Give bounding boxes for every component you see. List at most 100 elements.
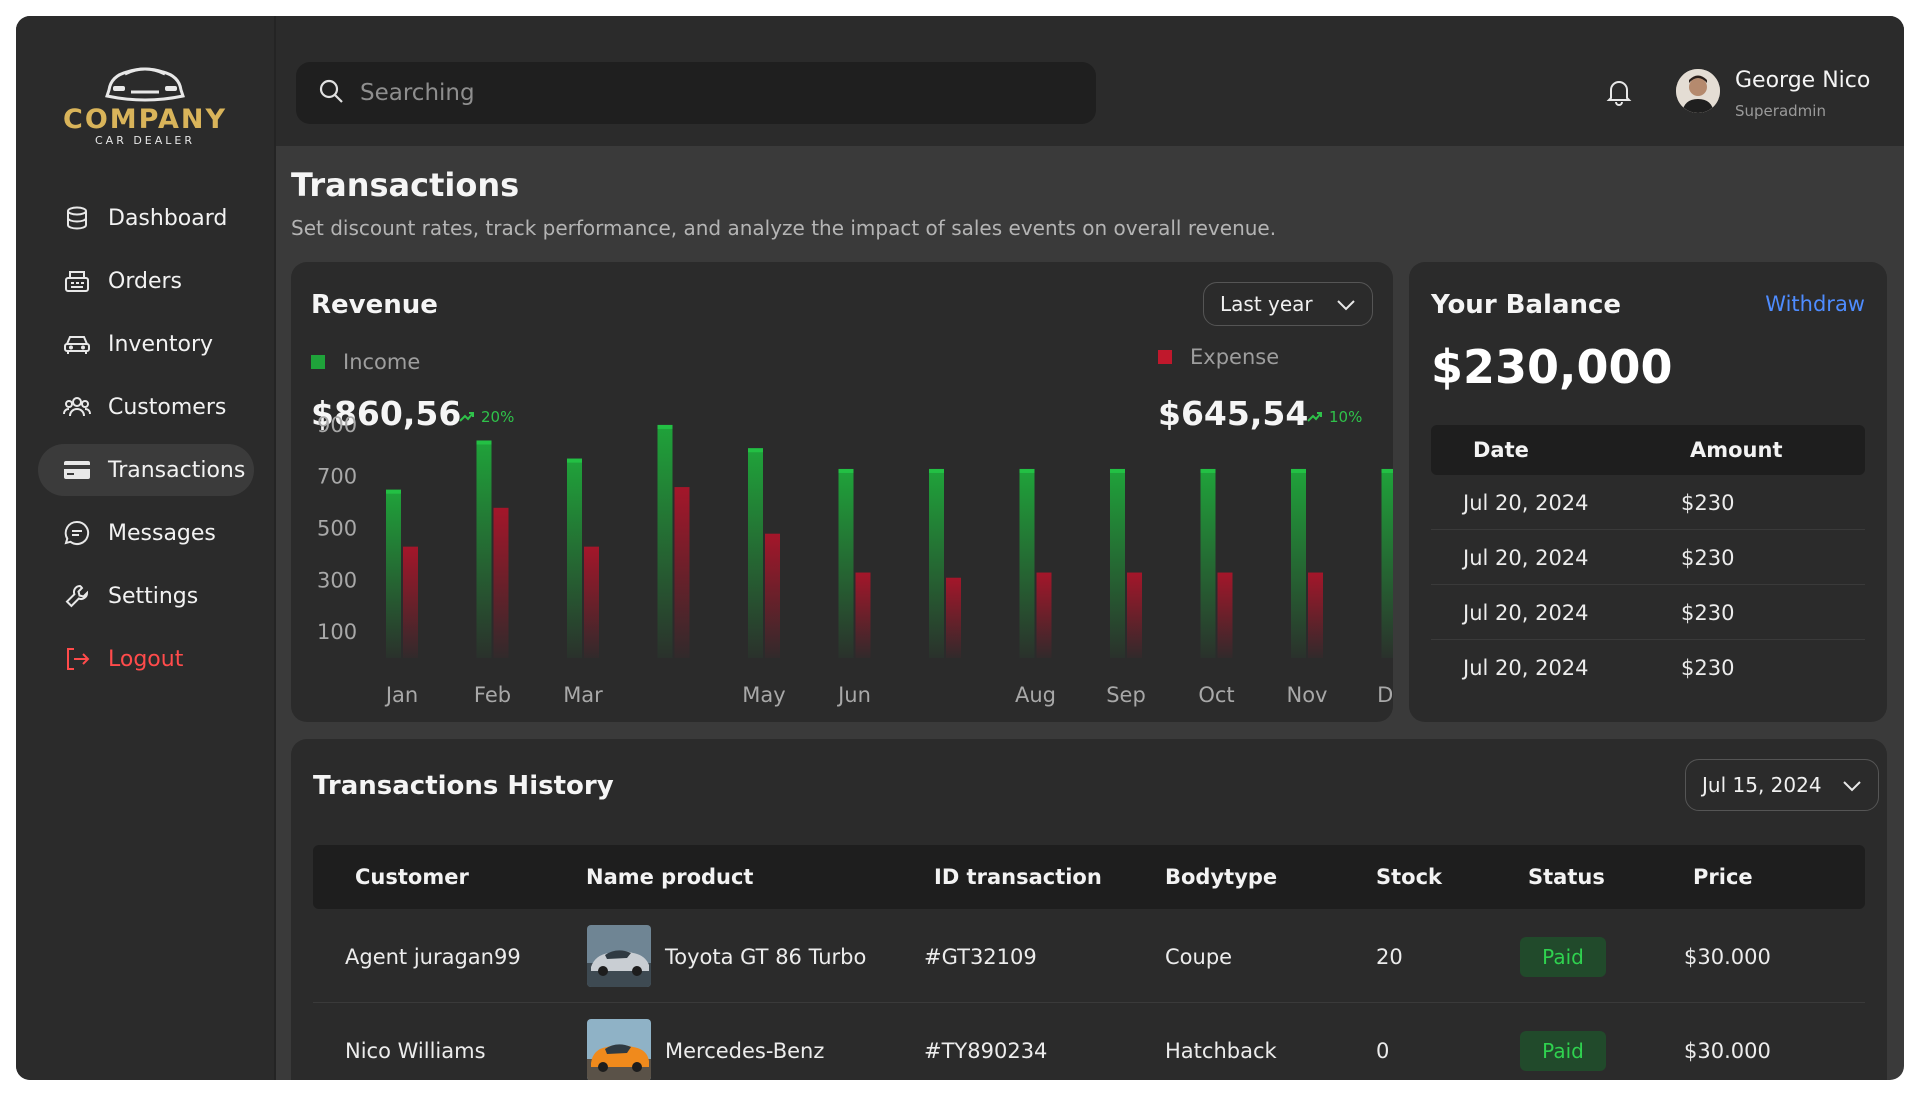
product-thumbnail [587,1019,651,1080]
product-thumbnail [587,925,651,987]
cell-bodytype: Coupe [1165,945,1233,969]
expense-bar[interactable] [584,546,599,658]
sidebar-item-messages[interactable]: Messages [38,507,254,559]
expense-bar[interactable] [1127,572,1142,658]
avatar[interactable] [1676,69,1720,113]
sidebar-item-transactions[interactable]: Transactions [38,444,254,496]
logout-icon [62,644,92,674]
balance-row-date: Jul 20, 2024 [1463,601,1589,625]
expense-bar[interactable] [1217,572,1233,658]
column-header-customer: Customer [355,865,469,889]
column-header-product: Name product [586,865,754,889]
income-change: 20% [459,408,514,426]
legend-expense: Expense [1158,345,1279,369]
sidebar-item-customers[interactable]: Customers [38,381,254,433]
sidebar-item-label: Settings [108,583,199,609]
x-tick-label: Jan [384,683,418,707]
balance-row-date: Jul 20, 2024 [1463,656,1589,680]
income-bar-cap [748,448,763,453]
expense-bar[interactable] [1308,572,1323,658]
balance-row[interactable]: Jul 20, 2024 $230 [1431,475,1865,530]
income-bar[interactable] [1291,468,1306,658]
page-subtitle: Set discount rates, track performance, a… [291,216,1277,240]
table-row[interactable]: Agent juragan99 Toyota GT 86 Turbo #GT32… [313,909,1865,1003]
logout-label: Logout [108,646,184,672]
sidebar-item-inventory[interactable]: Inventory [38,318,254,370]
trend-up-icon [1307,412,1322,422]
wrench-icon [62,581,92,611]
transactions-history-card: Transactions History Jul 15, 2024 Custom… [291,739,1887,1080]
table-row[interactable]: Nico Williams Mercedes-Benz #TY890234 Ha… [313,1003,1865,1080]
column-header-id: ID transaction [934,865,1102,889]
cell-stock: 20 [1376,945,1403,969]
expense-bar[interactable] [855,572,871,658]
revenue-card: Revenue Last year Income $860,56 20% Exp… [291,262,1393,722]
period-dropdown[interactable]: Last year [1203,282,1373,326]
income-bar-cap [1200,468,1216,473]
balance-row-amount: $230 [1681,491,1735,515]
income-bar-cap [929,468,944,473]
balance-row-date: Jul 20, 2024 [1463,491,1589,515]
trend-up-icon [459,412,474,422]
sidebar-item-label: Orders [108,268,182,294]
cell-stock: 0 [1376,1039,1390,1063]
withdraw-link[interactable]: Withdraw [1765,292,1865,316]
x-tick-label: Feb [474,683,511,707]
income-bar[interactable] [1110,468,1125,658]
search-bar[interactable] [296,62,1096,124]
x-tick-label: Dec [1377,683,1393,707]
expense-bar[interactable] [403,546,418,658]
expense-bar[interactable] [493,507,509,658]
sidebar-item-label: Dashboard [108,205,228,231]
y-tick-label: 700 [317,465,357,489]
income-bar[interactable] [567,458,582,658]
balance-row[interactable]: Jul 20, 2024 $230 [1431,585,1865,640]
search-input[interactable] [360,80,1060,106]
chevron-down-icon [1842,773,1862,797]
notification-bell-icon[interactable] [1606,78,1632,110]
y-tick-label: 900 [317,413,357,437]
company-logo[interactable]: COMPANY CAR DEALER [50,60,240,170]
balance-title: Your Balance [1431,290,1622,320]
page-title: Transactions [291,166,520,204]
income-bar[interactable] [657,424,673,658]
expense-bar[interactable] [1036,572,1052,658]
income-bar[interactable] [386,489,401,658]
income-bar[interactable] [929,468,944,658]
expense-bar[interactable] [946,577,961,658]
income-change-label: 20% [481,408,515,426]
y-tick-label: 500 [317,517,357,541]
logout-button[interactable]: Logout [38,633,254,685]
user-name[interactable]: George Nico [1735,68,1871,93]
cell-id: #GT32109 [924,945,1037,969]
income-bar[interactable] [1019,468,1035,658]
expense-bar[interactable] [765,533,780,658]
cell-price: $30.000 [1684,1039,1771,1063]
message-icon [62,518,92,548]
income-bar-cap [476,440,492,445]
income-bar[interactable] [838,468,854,658]
income-bar[interactable] [1200,468,1216,658]
income-bar[interactable] [1381,468,1394,658]
status-badge: Paid [1520,1031,1606,1071]
sidebar-item-dashboard[interactable]: Dashboard [38,192,254,244]
user-role: Superadmin [1735,102,1826,120]
date-filter-dropdown[interactable]: Jul 15, 2024 [1685,759,1879,811]
income-bar-cap [386,489,401,494]
sidebar-item-settings[interactable]: Settings [38,570,254,622]
balance-row-amount: $230 [1681,601,1735,625]
history-title: Transactions History [313,771,614,801]
income-bar[interactable] [476,440,492,658]
date-filter-value: Jul 15, 2024 [1702,773,1822,797]
balance-row[interactable]: Jul 20, 2024 $230 [1431,640,1865,695]
y-tick-label: 100 [317,620,357,644]
balance-row[interactable]: Jul 20, 2024 $230 [1431,530,1865,585]
income-value: $860,56 [311,394,462,433]
income-bar[interactable] [748,448,763,658]
balance-row-amount: $230 [1681,656,1735,680]
sidebar-item-orders[interactable]: Orders [38,255,254,307]
expense-bar[interactable] [674,487,690,658]
logo-subtitle: CAR DEALER [94,134,195,147]
search-icon [318,78,344,108]
cell-product: Mercedes-Benz [665,1039,825,1063]
